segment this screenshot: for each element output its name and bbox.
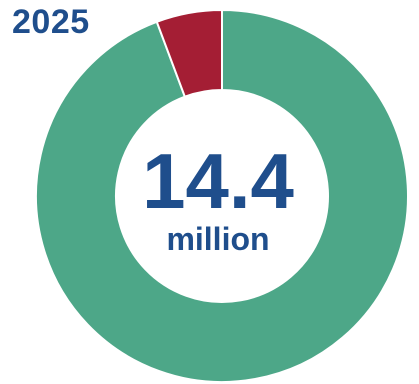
donut-slice-2: [155, 8, 223, 99]
center-unit: million: [166, 221, 269, 257]
chart-title: 2025: [12, 3, 90, 41]
donut-slices: [35, 8, 409, 383]
donut-slice-1: [35, 8, 409, 383]
center-value: 14.4: [142, 137, 294, 225]
